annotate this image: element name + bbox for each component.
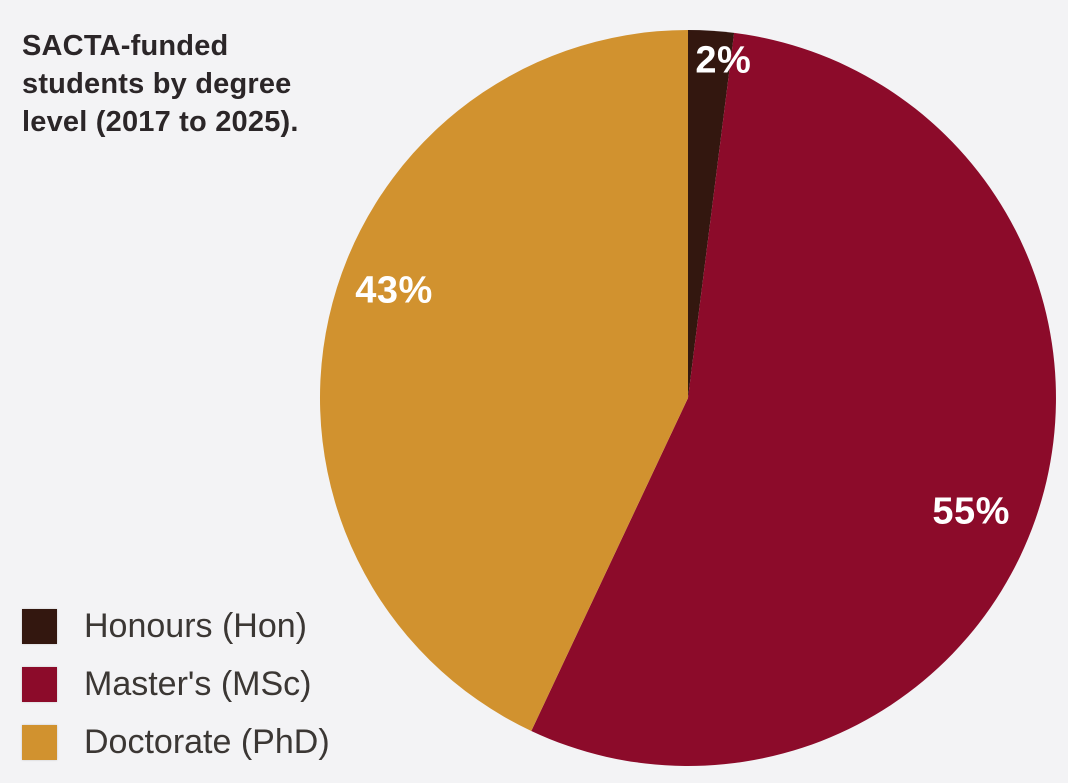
legend-label-doctorate: Doctorate (PhD) [84,722,330,761]
legend-item-masters: Master's (MSc) [22,664,330,703]
slice-label-honours: 2% [695,39,752,82]
legend: Honours (Hon) Master's (MSc) Doctorate (… [22,606,330,782]
pie-slice-1 [531,32,1056,766]
legend-swatch-masters [22,666,57,702]
legend-item-doctorate: Doctorate (PhD) [22,722,330,761]
legend-label-masters: Master's (MSc) [84,664,312,703]
chart-title-line-1: SACTA-funded [22,30,229,62]
chart-title-line-2: students by degree [22,68,292,100]
legend-label-honours: Honours (Hon) [84,606,307,645]
legend-swatch-honours [22,608,57,644]
chart-title: SACTA-funded students by degree level (2… [22,27,299,141]
chart-title-line-3: level (2017 to 2025). [22,106,299,138]
legend-item-honours: Honours (Hon) [22,606,330,645]
pie-slice-0 [688,30,735,398]
pie-slice-2 [319,29,688,731]
legend-swatch-doctorate [22,724,57,760]
slice-label-doctorate: 43% [355,269,433,312]
slice-label-masters: 55% [932,490,1010,533]
